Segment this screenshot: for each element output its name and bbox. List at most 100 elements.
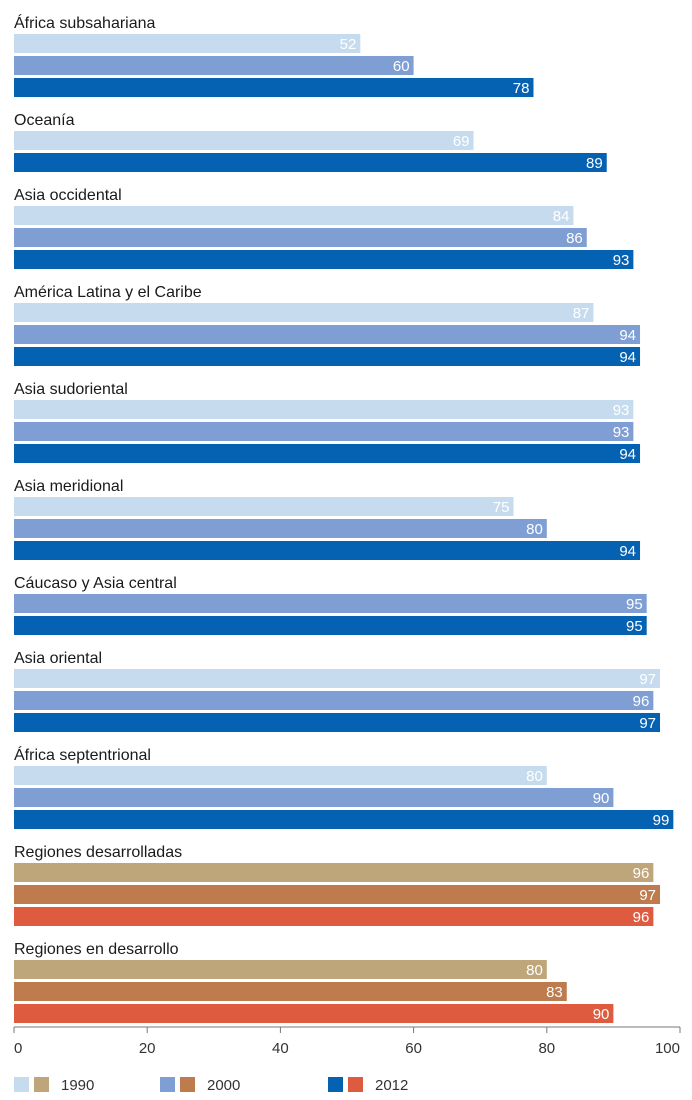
value-label: 93: [613, 424, 630, 441]
legend-label: 2000: [207, 1077, 240, 1094]
bar-2000: [14, 691, 654, 710]
group-label: Asia sudoriental: [14, 381, 128, 398]
bar-group: Asia oriental 97 96 97: [14, 650, 661, 732]
value-label: 75: [493, 499, 510, 516]
bar-2000: [14, 982, 567, 1001]
bar-2012: [14, 347, 641, 366]
group-label: Cáucaso y Asia central: [14, 575, 177, 592]
bar-2012: [14, 541, 641, 560]
group-label: Regiones desarrolladas: [14, 844, 182, 861]
legend-item: 2012: [328, 1077, 408, 1094]
bar-2012: [14, 78, 534, 97]
tick-label: 100: [655, 1040, 680, 1057]
bar-1990: [14, 400, 634, 419]
value-label: 83: [546, 984, 563, 1001]
bar-2012: [14, 250, 634, 269]
group-label: África septentrional: [14, 745, 151, 764]
value-label: 94: [619, 349, 636, 366]
group-label: Regiones en desarrollo: [14, 941, 179, 958]
bar-2000: [14, 422, 634, 441]
bar-group: Regiones desarrolladas 96 97 96: [14, 844, 661, 926]
value-label: 90: [593, 1006, 610, 1023]
bar-1990: [14, 669, 661, 688]
bar-group: Asia occidental 84 86 93: [14, 187, 634, 269]
legend-swatch: [160, 1077, 175, 1092]
value-label: 86: [566, 230, 583, 247]
value-label: 80: [526, 521, 543, 538]
bar-2012: [14, 907, 654, 926]
bar-2012: [14, 1004, 614, 1023]
group-label: Asia oriental: [14, 650, 102, 667]
bar-2000: [14, 56, 414, 75]
value-label: 80: [526, 768, 543, 785]
tick-label: 0: [14, 1040, 22, 1057]
value-label: 89: [586, 155, 603, 172]
legend-item: 1990: [14, 1077, 94, 1094]
bar-1990: [14, 960, 547, 979]
bar-2000: [14, 228, 587, 247]
bar-2012: [14, 713, 661, 732]
value-label: 94: [619, 327, 636, 344]
bar-1990: [14, 303, 594, 322]
value-label: 87: [573, 305, 590, 322]
group-label: África subsahariana: [14, 13, 156, 32]
bar-2000: [14, 325, 641, 344]
legend-label: 2012: [375, 1077, 408, 1094]
legend-item: 2000: [160, 1077, 240, 1094]
value-label: 93: [613, 402, 630, 419]
legend-swatch: [14, 1077, 29, 1092]
value-label: 96: [633, 865, 650, 882]
group-label: Oceanía: [14, 112, 75, 129]
tick-label: 60: [405, 1040, 422, 1057]
tick-label: 40: [272, 1040, 289, 1057]
value-label: 99: [653, 812, 670, 829]
bar-1990: [14, 131, 474, 150]
group-label: América Latina y el Caribe: [14, 284, 202, 301]
value-label: 93: [613, 252, 630, 269]
bar-2000: [14, 885, 661, 904]
value-label: 69: [453, 133, 470, 150]
bar-group: África septentrional 80 90 99: [14, 745, 674, 829]
group-label: Asia meridional: [14, 478, 123, 495]
bar-group: Cáucaso y Asia central 95 95: [14, 575, 647, 635]
value-label: 95: [626, 596, 643, 613]
legend-label: 1990: [61, 1077, 94, 1094]
bar-1990: [14, 497, 514, 516]
value-label: 60: [393, 58, 410, 75]
bar-group: Asia sudoriental 93 93 94: [14, 381, 641, 463]
bar-1990: [14, 863, 654, 882]
value-label: 80: [526, 962, 543, 979]
bar-1990: [14, 766, 547, 785]
bar-1990: [14, 34, 361, 53]
tick-label: 80: [538, 1040, 555, 1057]
group-label: Asia occidental: [14, 187, 122, 204]
value-label: 94: [619, 446, 636, 463]
bar-2000: [14, 788, 614, 807]
bar-group: América Latina y el Caribe 87 94 94: [14, 284, 641, 366]
legend-swatch: [348, 1077, 363, 1092]
bar-2000: [14, 594, 647, 613]
value-label: 95: [626, 618, 643, 635]
value-label: 97: [639, 715, 656, 732]
bar-group: Oceanía 69 89: [14, 112, 607, 172]
value-label: 96: [633, 693, 650, 710]
bar-group: Asia meridional 75 80 94: [14, 478, 641, 560]
legend-swatch: [180, 1077, 195, 1092]
value-label: 52: [340, 36, 357, 53]
bar-2012: [14, 616, 647, 635]
value-label: 97: [639, 671, 656, 688]
value-label: 90: [593, 790, 610, 807]
bar-2012: [14, 810, 674, 829]
legend-swatch: [34, 1077, 49, 1092]
bar-1990: [14, 206, 574, 225]
bar-2000: [14, 519, 547, 538]
value-label: 78: [513, 80, 530, 97]
value-label: 97: [639, 887, 656, 904]
bar-2012: [14, 153, 607, 172]
value-label: 96: [633, 909, 650, 926]
bar-2012: [14, 444, 641, 463]
value-label: 94: [619, 543, 636, 560]
